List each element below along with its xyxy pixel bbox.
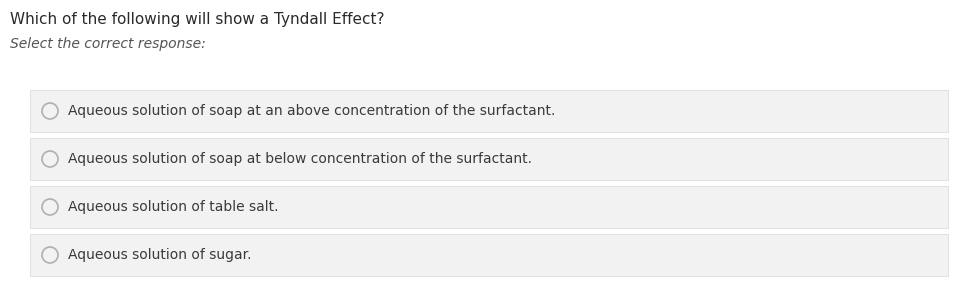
Text: Select the correct response:: Select the correct response: bbox=[10, 37, 205, 51]
Text: Which of the following will show a Tyndall Effect?: Which of the following will show a Tynda… bbox=[10, 12, 385, 27]
FancyBboxPatch shape bbox=[30, 138, 948, 180]
Text: Aqueous solution of sugar.: Aqueous solution of sugar. bbox=[68, 248, 252, 262]
Text: Aqueous solution of soap at an above concentration of the surfactant.: Aqueous solution of soap at an above con… bbox=[68, 104, 556, 118]
FancyBboxPatch shape bbox=[30, 186, 948, 228]
FancyBboxPatch shape bbox=[30, 90, 948, 132]
Text: Aqueous solution of table salt.: Aqueous solution of table salt. bbox=[68, 200, 278, 214]
FancyBboxPatch shape bbox=[30, 234, 948, 276]
Text: Aqueous solution of soap at below concentration of the surfactant.: Aqueous solution of soap at below concen… bbox=[68, 152, 532, 166]
